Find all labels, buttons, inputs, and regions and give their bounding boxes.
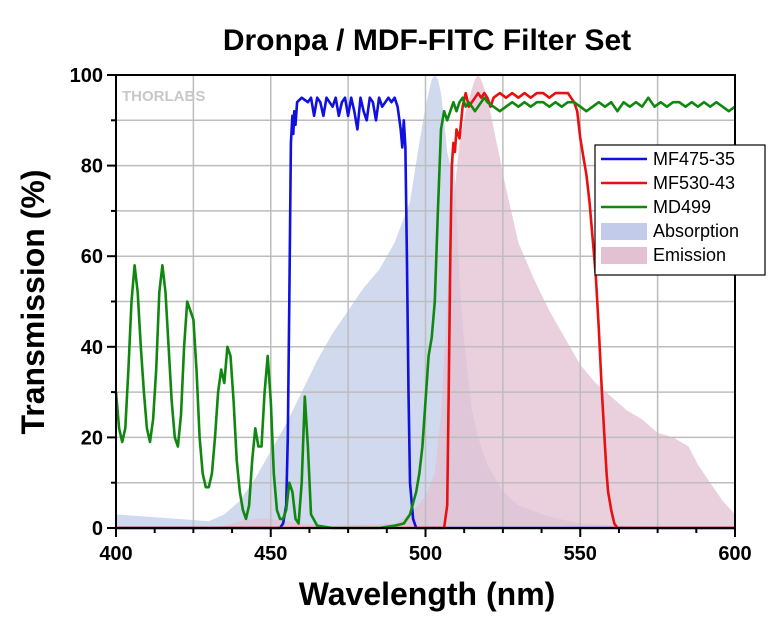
legend-label: MD499 [653,197,711,217]
line-mf475-35 [116,96,735,530]
legend-swatch [601,247,647,264]
legend-label: Emission [653,245,726,265]
legend-label: MF530-43 [653,173,735,193]
y-tick-label: 20 [81,427,103,449]
x-tick-label: 600 [718,543,751,565]
legend: MF475-35 MF530-43 MD499 Absorption Emission [594,144,766,276]
x-tick-label: 450 [254,543,287,565]
y-tick-label: 60 [81,246,103,268]
legend-label: Absorption [653,221,739,241]
legend-label: MF475-35 [653,149,735,169]
y-tick-label: 0 [92,518,103,540]
y-axis-title: Transmission (%) [15,170,51,435]
x-tick-label: 550 [564,543,597,565]
x-axis-title: Wavelength (nm) [299,576,556,612]
y-tick-label: 80 [81,156,103,178]
y-tick-label: 40 [81,337,103,359]
thorlabs-watermark: THORLABS [122,88,205,105]
line-mf530-43 [116,91,735,530]
chart-title: Dronpa / MDF-FITC Filter Set [223,24,631,57]
y-tick-label: 100 [70,65,103,87]
axis-ticks: 400 450 500 550 600 0 20 40 60 80 100 [70,65,752,565]
x-tick-label: 500 [409,543,442,565]
x-tick-label: 400 [99,543,132,565]
legend-swatch [601,223,647,240]
